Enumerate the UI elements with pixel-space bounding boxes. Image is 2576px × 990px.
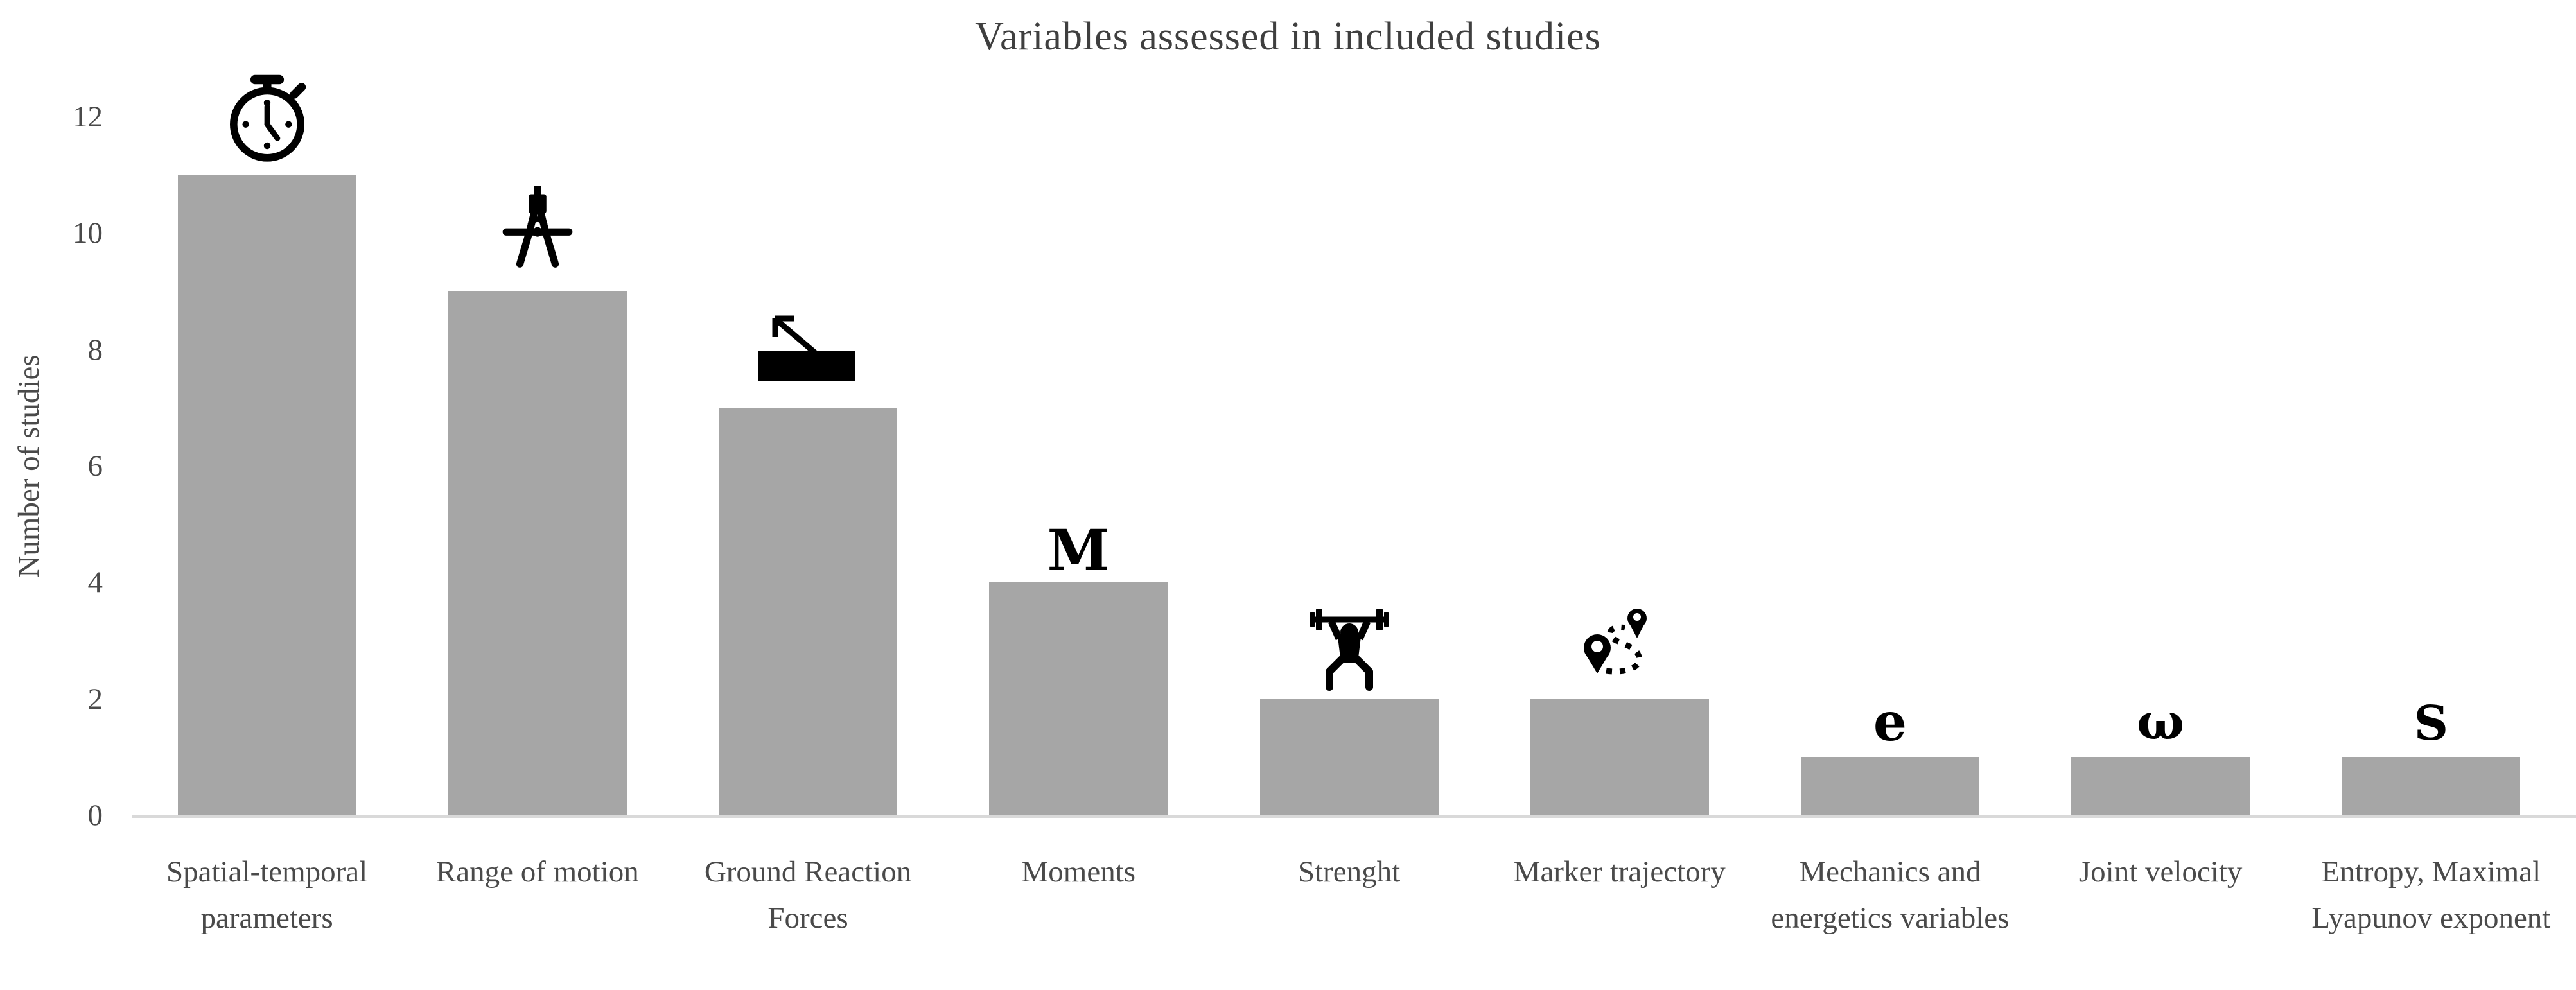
category-label: Joint velocity	[2078, 855, 2243, 889]
bar	[719, 408, 898, 815]
bar	[1259, 699, 1439, 815]
moment-symbol: M	[1047, 517, 1110, 584]
category-label: Marker trajectory	[1513, 855, 1726, 889]
bar	[989, 582, 1168, 815]
bar	[2342, 757, 2521, 815]
y-tick-label: 4	[87, 566, 103, 600]
bar	[1530, 699, 1709, 815]
drafting-compass-icon	[497, 186, 577, 282]
energetics-symbol: e	[1873, 691, 1907, 754]
y-tick-label: 12	[73, 100, 103, 134]
y-tick-label: 6	[87, 449, 103, 483]
category-label: Strenght	[1297, 855, 1401, 889]
marker-route-icon	[1578, 600, 1661, 687]
bar	[2071, 757, 2250, 815]
y-tick-label: 8	[87, 333, 103, 367]
x-axis-line	[132, 815, 2576, 818]
bar	[177, 175, 356, 815]
category-label: Ground Reaction Forces	[704, 855, 912, 935]
category-label: Entropy, Maximal Lyapunov exponent	[2311, 855, 2551, 935]
weightlifter-icon	[1308, 605, 1391, 692]
chart-title: Variables assessed in included studies	[975, 15, 1601, 58]
category-label: Moments	[1021, 855, 1136, 889]
y-tick-label: 10	[73, 216, 103, 250]
category-label: Spatial-temporal parameters	[166, 855, 368, 935]
category-label: Mechanics and energetics variables	[1771, 855, 2010, 935]
y-tick-label: 0	[87, 799, 103, 832]
stopwatch-icon	[219, 71, 315, 164]
bar	[1800, 757, 1979, 815]
force-plate-arrow-icon	[753, 305, 863, 385]
bar	[448, 291, 627, 815]
category-label: Range of motion	[435, 855, 639, 889]
angular-velocity-symbol: ω	[2137, 693, 2185, 752]
entropy-symbol: S	[2414, 695, 2449, 751]
y-tick-label: 2	[87, 682, 103, 716]
